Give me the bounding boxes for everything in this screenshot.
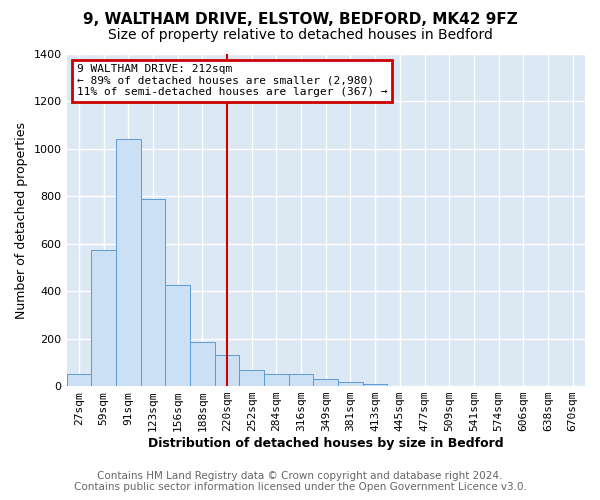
Text: 9, WALTHAM DRIVE, ELSTOW, BEDFORD, MK42 9FZ: 9, WALTHAM DRIVE, ELSTOW, BEDFORD, MK42 …	[83, 12, 517, 28]
Bar	[289, 374, 313, 386]
Bar	[264, 374, 289, 386]
Bar	[67, 374, 91, 386]
Bar	[190, 342, 215, 386]
Bar	[239, 370, 264, 386]
Bar	[215, 355, 239, 386]
Bar	[140, 198, 165, 386]
Y-axis label: Number of detached properties: Number of detached properties	[15, 122, 28, 318]
Bar	[91, 250, 116, 386]
Text: 9 WALTHAM DRIVE: 212sqm
← 89% of detached houses are smaller (2,980)
11% of semi: 9 WALTHAM DRIVE: 212sqm ← 89% of detache…	[77, 64, 388, 97]
Bar	[165, 286, 190, 386]
Bar	[116, 140, 140, 386]
Bar	[363, 384, 388, 386]
Text: Size of property relative to detached houses in Bedford: Size of property relative to detached ho…	[107, 28, 493, 42]
Bar	[313, 380, 338, 386]
Text: Contains HM Land Registry data © Crown copyright and database right 2024.
Contai: Contains HM Land Registry data © Crown c…	[74, 471, 526, 492]
X-axis label: Distribution of detached houses by size in Bedford: Distribution of detached houses by size …	[148, 437, 503, 450]
Bar	[338, 382, 363, 386]
